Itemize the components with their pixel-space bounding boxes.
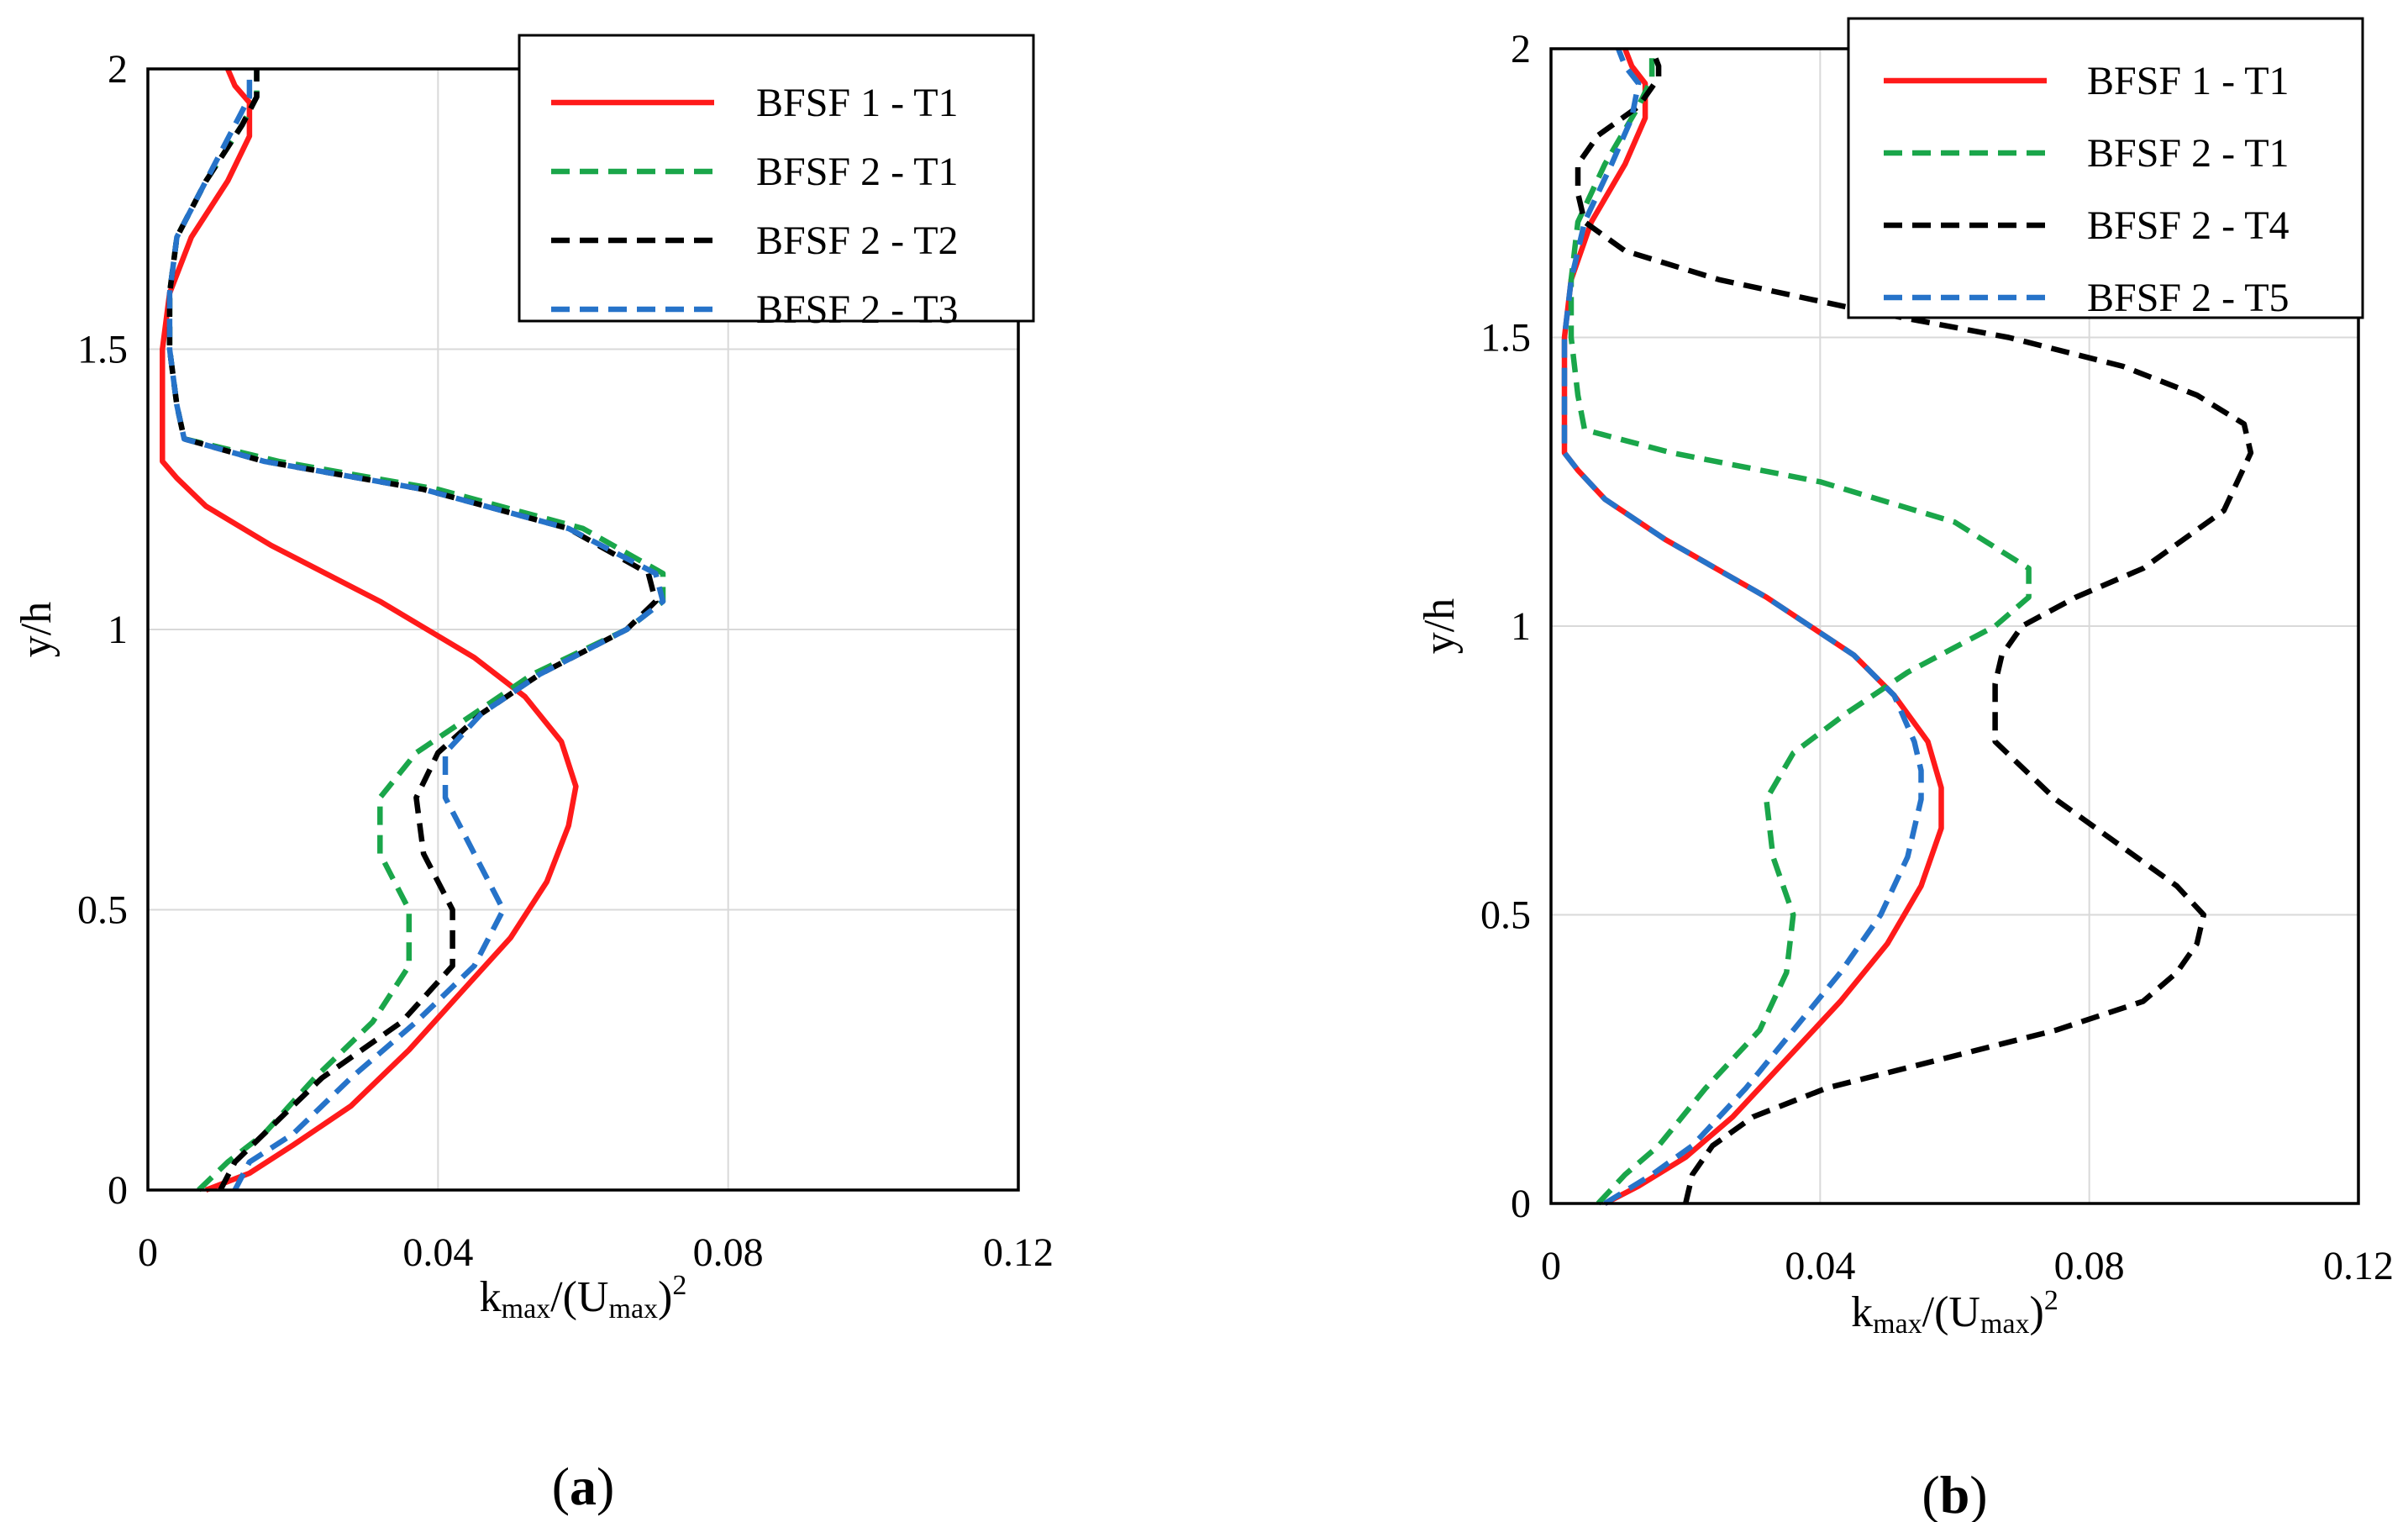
legend-box <box>1847 17 2364 319</box>
x-axis-title: kmax/(Umax)2 <box>480 1270 687 1325</box>
y-axis-title: y/h <box>1416 598 1464 654</box>
panel-label: (a) <box>552 1456 615 1516</box>
legend-label: BFSF 1 - T1 <box>756 81 959 125</box>
legend-label: BFSF 2 - T2 <box>756 219 959 263</box>
y-tick-label: 0 <box>108 1168 128 1213</box>
x-tick-label: 0.04 <box>1785 1244 1855 1288</box>
x-tick-label: 0.12 <box>2323 1244 2394 1288</box>
y-tick-label: 0.5 <box>77 888 128 933</box>
legend-label: BFSF 2 - T4 <box>2087 203 2290 248</box>
legend-label: BFSF 2 - T1 <box>756 150 959 194</box>
series-line-bfsf-2-t1 <box>1568 49 2032 1206</box>
y-tick-label: 1 <box>1511 604 1531 649</box>
y-axis-title: y/h <box>13 602 60 657</box>
y-tick-label: 1 <box>108 608 128 652</box>
x-axis-title: kmax/(Umax)2 <box>1851 1285 2058 1340</box>
y-tick-label: 0.5 <box>1480 893 1531 938</box>
legend: BFSF 1 - T1 BFSF 2 - T1 BFSF 2 - T2 BFSF 2 … <box>518 34 1035 332</box>
y-tick-label: 1.5 <box>1480 316 1531 361</box>
x-tick-label: 0.08 <box>2054 1244 2125 1288</box>
y-tick-labels: 0 0.5 1 1.5 2 <box>77 47 128 1213</box>
series-line-bfsf-2-t3 <box>166 69 666 1192</box>
y-tick-label: 2 <box>1511 27 1531 71</box>
chart-panel-a: 0 0.5 1 1.5 2 0 0.04 0.08 0.12 y/h kmax/… <box>13 34 1054 1516</box>
x-tick-labels: 0 0.04 0.08 0.12 <box>1541 1244 2394 1288</box>
legend: BFSF 1 - T1 BFSF 2 - T1 BFSF 2 - T4 BFSF 2 … <box>1847 17 2364 320</box>
x-tick-label: 0.08 <box>693 1230 764 1275</box>
y-tick-labels: 0 0.5 1 1.5 2 <box>1480 27 1531 1226</box>
series-line-bfsf-2-t4 <box>1575 47 2254 1204</box>
series-line-bfsf-1-t1 <box>160 67 579 1193</box>
legend-box <box>518 34 1035 323</box>
x-tick-label: 0 <box>1541 1244 1561 1288</box>
x-tick-label: 0 <box>138 1230 158 1275</box>
y-tick-label: 1.5 <box>77 328 128 372</box>
chart-panel-b: 0 0.5 1 1.5 2 0 0.04 0.08 0.12 y/h kmax/… <box>1416 17 2394 1522</box>
legend-label: BFSF 2 - T5 <box>2087 276 2290 320</box>
legend-label: BFSF 2 - T1 <box>2087 131 2290 176</box>
y-tick-label: 2 <box>108 47 128 92</box>
series-layer <box>160 67 666 1193</box>
x-tick-labels: 0 0.04 0.08 0.12 <box>138 1230 1054 1275</box>
series-line-bfsf-1-t1 <box>1561 47 1944 1206</box>
series-line-bfsf-2-t5 <box>1561 47 1924 1206</box>
series-layer <box>1561 47 2254 1206</box>
legend-label: BFSF 1 - T1 <box>2087 59 2290 103</box>
x-tick-label: 0.04 <box>402 1230 473 1275</box>
panel-label: (b) <box>1922 1465 1987 1522</box>
legend-label: BFSF 2 - T3 <box>756 287 959 332</box>
x-tick-label: 0.12 <box>983 1230 1054 1275</box>
series-line-bfsf-2-t2 <box>166 69 659 1192</box>
y-tick-label: 0 <box>1511 1182 1531 1226</box>
